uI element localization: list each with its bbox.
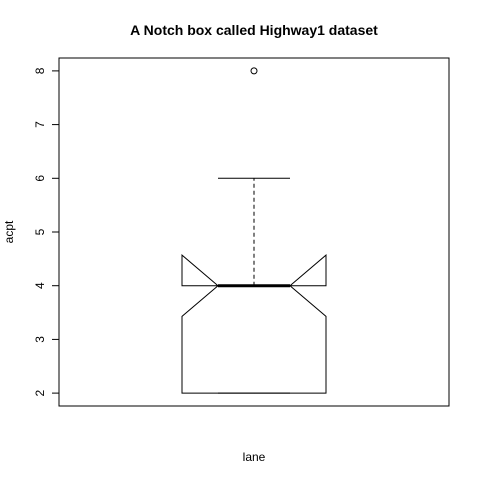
outlier-point (250, 67, 258, 75)
y-axis: 2 3 4 5 6 7 8 (33, 67, 60, 396)
chart-title: A Notch box called Highway1 dataset (130, 22, 378, 38)
y-tick-label: 7 (33, 121, 47, 128)
y-tick-label: 6 (33, 175, 47, 182)
y-tick-label: 4 (33, 282, 47, 289)
x-axis-label: lane (243, 450, 266, 464)
y-axis-label: acpt (2, 220, 16, 243)
y-tick-label: 5 (33, 228, 47, 235)
plot-frame (58, 57, 450, 407)
box-layer (181, 67, 327, 394)
y-tick-label: 3 (33, 336, 47, 343)
notched-box (181, 254, 327, 394)
y-tick-label: 2 (33, 389, 47, 396)
y-tick-label: 8 (33, 67, 47, 74)
